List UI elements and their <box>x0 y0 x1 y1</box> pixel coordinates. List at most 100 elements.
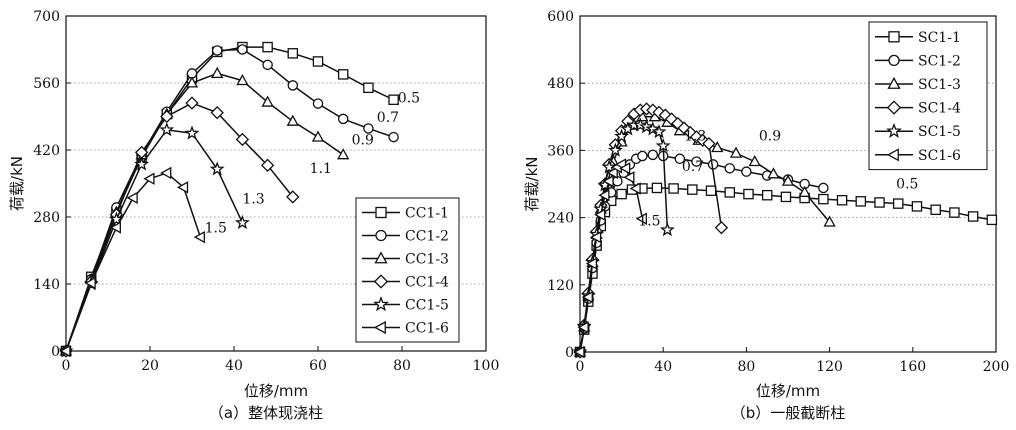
data-point <box>286 114 299 126</box>
data-point <box>724 163 736 174</box>
data-point <box>892 198 904 209</box>
y-tick-label: 280 <box>33 210 60 226</box>
series-CC1-4 <box>59 96 300 358</box>
data-point <box>287 80 299 91</box>
data-point <box>780 191 792 203</box>
series-line <box>65 172 202 352</box>
data-point <box>108 211 124 226</box>
x-axis-label: 位移/mm <box>756 382 820 400</box>
legend-label: SC1-2 <box>918 53 961 69</box>
legend-marker <box>373 320 386 335</box>
legend-label: CC1-3 <box>405 252 449 268</box>
data-point <box>143 172 155 185</box>
data-point <box>818 193 829 205</box>
data-point <box>160 166 172 180</box>
data-point <box>818 182 829 194</box>
x-tick-label: 0 <box>62 358 71 374</box>
legend-label: CC1-6 <box>405 321 449 337</box>
data-point <box>949 207 960 218</box>
data-point <box>598 189 610 202</box>
y-tick-label: 120 <box>547 278 574 294</box>
curve-label: 1.3 <box>684 128 706 144</box>
x-tick-label: 80 <box>737 359 755 375</box>
data-point <box>176 181 189 194</box>
chart-caption: （b）一般截断柱 <box>731 404 846 422</box>
data-point <box>126 191 138 205</box>
x-tick-label: 120 <box>816 359 843 375</box>
data-point <box>601 159 617 174</box>
legend-label: CC1-5 <box>405 298 449 314</box>
data-point <box>702 137 716 151</box>
y-tick-label: 700 <box>33 9 60 25</box>
data-point <box>967 211 979 222</box>
data-point <box>262 59 273 71</box>
data-point <box>687 184 698 195</box>
data-point <box>836 194 848 206</box>
data-point <box>237 44 248 55</box>
legend-label: CC1-4 <box>405 275 449 291</box>
chart-panel-1: 0 20 40 60 80 100 0 140 280 420 560 700 位移/mm 荷载/kN （a… <box>8 9 499 422</box>
data-point <box>986 214 998 226</box>
legend-label: SC1-6 <box>918 148 961 164</box>
series-line <box>65 129 244 352</box>
legend-marker <box>888 54 900 67</box>
data-point <box>743 188 754 200</box>
legend: CC1-1 CC1-2 CC1-3 CC1-4 CC1-5 CC1-6 <box>355 197 460 343</box>
x-tick-label: 160 <box>899 359 926 375</box>
y-tick-label: 0 <box>51 344 60 360</box>
data-point <box>581 290 593 304</box>
y-tick-label: 240 <box>547 211 574 227</box>
data-point <box>635 212 647 225</box>
curve-label: 0.9 <box>759 128 781 144</box>
legend-marker <box>886 100 902 115</box>
data-point <box>623 171 635 184</box>
series-line <box>65 46 394 352</box>
x-tick-label: 40 <box>654 359 672 375</box>
data-point <box>823 215 836 227</box>
data-point <box>767 167 780 179</box>
data-point <box>590 231 602 244</box>
data-point <box>210 106 224 120</box>
curve-label: 0.9 <box>352 132 374 148</box>
data-point <box>705 185 717 196</box>
data-point <box>236 73 249 86</box>
data-point <box>234 214 250 230</box>
series-SC1-1 <box>574 182 998 358</box>
curve-label: 0.7 <box>377 110 399 126</box>
data-point <box>260 158 275 172</box>
legend-marker <box>375 229 387 242</box>
y-tick-label: 560 <box>33 76 60 92</box>
legend-label: SC1-5 <box>918 124 961 140</box>
data-point <box>573 345 585 359</box>
data-point <box>729 146 743 158</box>
y-tick-label: 420 <box>33 143 60 159</box>
data-point <box>798 185 811 197</box>
x-tick-label: 100 <box>473 358 500 374</box>
curve-label: 1.5 <box>205 220 227 236</box>
legend-marker <box>375 206 387 219</box>
legend-marker <box>374 251 388 264</box>
legend-label: CC1-1 <box>405 206 449 222</box>
legend-box <box>355 197 460 343</box>
data-point <box>312 56 324 67</box>
data-point <box>724 187 736 198</box>
data-point <box>84 276 96 290</box>
legend-label: CC1-2 <box>405 229 449 245</box>
curve-label: 0.7 <box>682 159 704 175</box>
curve-label: 0.5 <box>398 91 420 107</box>
data-point <box>647 149 659 161</box>
data-point <box>134 156 150 171</box>
data-point <box>911 201 923 212</box>
curve-label: 0.5 <box>896 176 918 192</box>
data-point <box>761 189 773 201</box>
plot-frame <box>579 15 997 353</box>
data-point <box>312 98 324 109</box>
y-axis-label: 荷载/kN <box>523 157 541 212</box>
data-point <box>59 344 71 358</box>
data-point <box>614 128 630 143</box>
x-tick-label: 200 <box>983 359 1010 375</box>
data-point <box>337 148 350 160</box>
series-SC1-6 <box>573 158 647 359</box>
series-CC1-2 <box>60 44 399 357</box>
x-tick-label: 20 <box>141 358 159 374</box>
